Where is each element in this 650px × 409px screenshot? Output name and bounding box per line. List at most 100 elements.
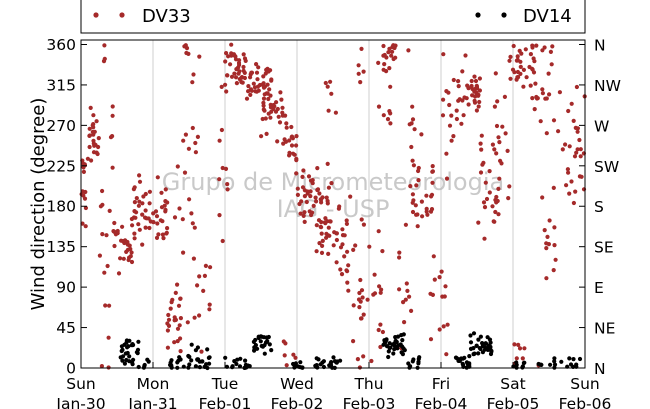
data-point: [425, 212, 430, 217]
data-point: [81, 165, 86, 170]
data-point: [142, 363, 147, 368]
legend-marker-dv33: [119, 12, 125, 18]
data-point: [289, 124, 294, 130]
data-point: [552, 356, 557, 361]
data-point: [431, 254, 436, 259]
data-point: [172, 340, 177, 345]
data-point: [441, 52, 446, 57]
data-point: [172, 315, 177, 320]
y-tick-label: 270: [46, 117, 76, 135]
data-point: [461, 113, 466, 118]
data-point: [308, 189, 313, 194]
data-point: [569, 179, 574, 184]
data-point: [344, 268, 349, 273]
data-point: [481, 200, 487, 205]
data-point: [410, 117, 416, 122]
data-point: [381, 53, 386, 58]
data-point: [173, 290, 178, 295]
data-point: [96, 136, 101, 141]
data-point: [197, 54, 202, 59]
data-point: [294, 158, 299, 163]
data-point: [219, 84, 224, 89]
plot-frame: [80, 39, 586, 369]
data-point: [320, 238, 325, 243]
data-point: [326, 108, 331, 113]
data-point: [132, 231, 137, 236]
data-point: [266, 69, 271, 74]
data-point: [410, 209, 416, 215]
data-point: [405, 288, 410, 293]
data-point: [258, 339, 263, 344]
series-dv14: [118, 331, 583, 371]
data-point: [185, 320, 190, 325]
data-point: [407, 122, 412, 127]
data-point: [102, 43, 107, 48]
data-point: [430, 169, 435, 174]
data-point: [104, 233, 109, 238]
data-point: [333, 110, 338, 115]
data-point: [530, 96, 535, 101]
data-point: [415, 224, 420, 229]
data-point: [225, 182, 230, 187]
data-point: [518, 71, 523, 76]
data-point: [311, 203, 316, 208]
data-point: [323, 80, 328, 86]
data-point: [129, 259, 135, 265]
data-point: [571, 118, 576, 123]
data-point: [408, 184, 413, 189]
data-point: [546, 71, 551, 76]
data-point: [181, 250, 186, 255]
data-point: [401, 300, 406, 305]
data-point: [384, 69, 389, 74]
data-point: [359, 288, 365, 293]
data-point: [484, 196, 490, 202]
x-tick-day: Sat: [500, 375, 525, 393]
data-point: [131, 357, 136, 362]
data-point: [482, 236, 487, 241]
watermark-line: IAG - USP: [277, 195, 390, 223]
data-point: [193, 364, 198, 369]
data-point: [515, 54, 520, 59]
data-point: [579, 174, 584, 179]
data-point: [428, 337, 434, 342]
data-point: [133, 215, 138, 220]
x-tick-day: Tue: [211, 375, 238, 393]
data-point: [474, 108, 479, 113]
data-point: [406, 48, 411, 53]
data-point: [391, 351, 396, 356]
data-point: [534, 43, 539, 48]
data-point: [446, 90, 451, 95]
data-point: [254, 62, 259, 67]
data-point: [567, 144, 572, 149]
data-point: [283, 341, 288, 346]
legend-marker-dv14: [501, 12, 507, 18]
data-point: [190, 80, 195, 85]
data-point: [557, 90, 563, 95]
data-point: [400, 352, 405, 357]
data-point: [315, 166, 320, 171]
data-point: [284, 125, 289, 130]
data-point: [376, 60, 381, 65]
data-point: [223, 82, 228, 87]
data-point: [516, 342, 521, 347]
data-point: [411, 163, 416, 168]
x-tick-date: Jan-31: [127, 395, 177, 409]
data-point: [153, 209, 159, 214]
data-point: [274, 100, 279, 105]
data-point: [191, 256, 196, 261]
data-point: [266, 111, 271, 116]
data-point: [399, 333, 404, 338]
data-point: [127, 359, 132, 364]
data-point: [252, 348, 257, 353]
data-point: [569, 101, 574, 106]
data-point: [387, 341, 392, 346]
data-point: [166, 323, 172, 328]
data-point: [506, 196, 511, 201]
data-point: [112, 243, 117, 249]
data-point: [81, 169, 86, 174]
data-point: [328, 219, 333, 224]
data-point: [130, 223, 135, 228]
data-point: [397, 255, 402, 260]
data-point: [338, 358, 343, 363]
data-point: [175, 164, 180, 169]
